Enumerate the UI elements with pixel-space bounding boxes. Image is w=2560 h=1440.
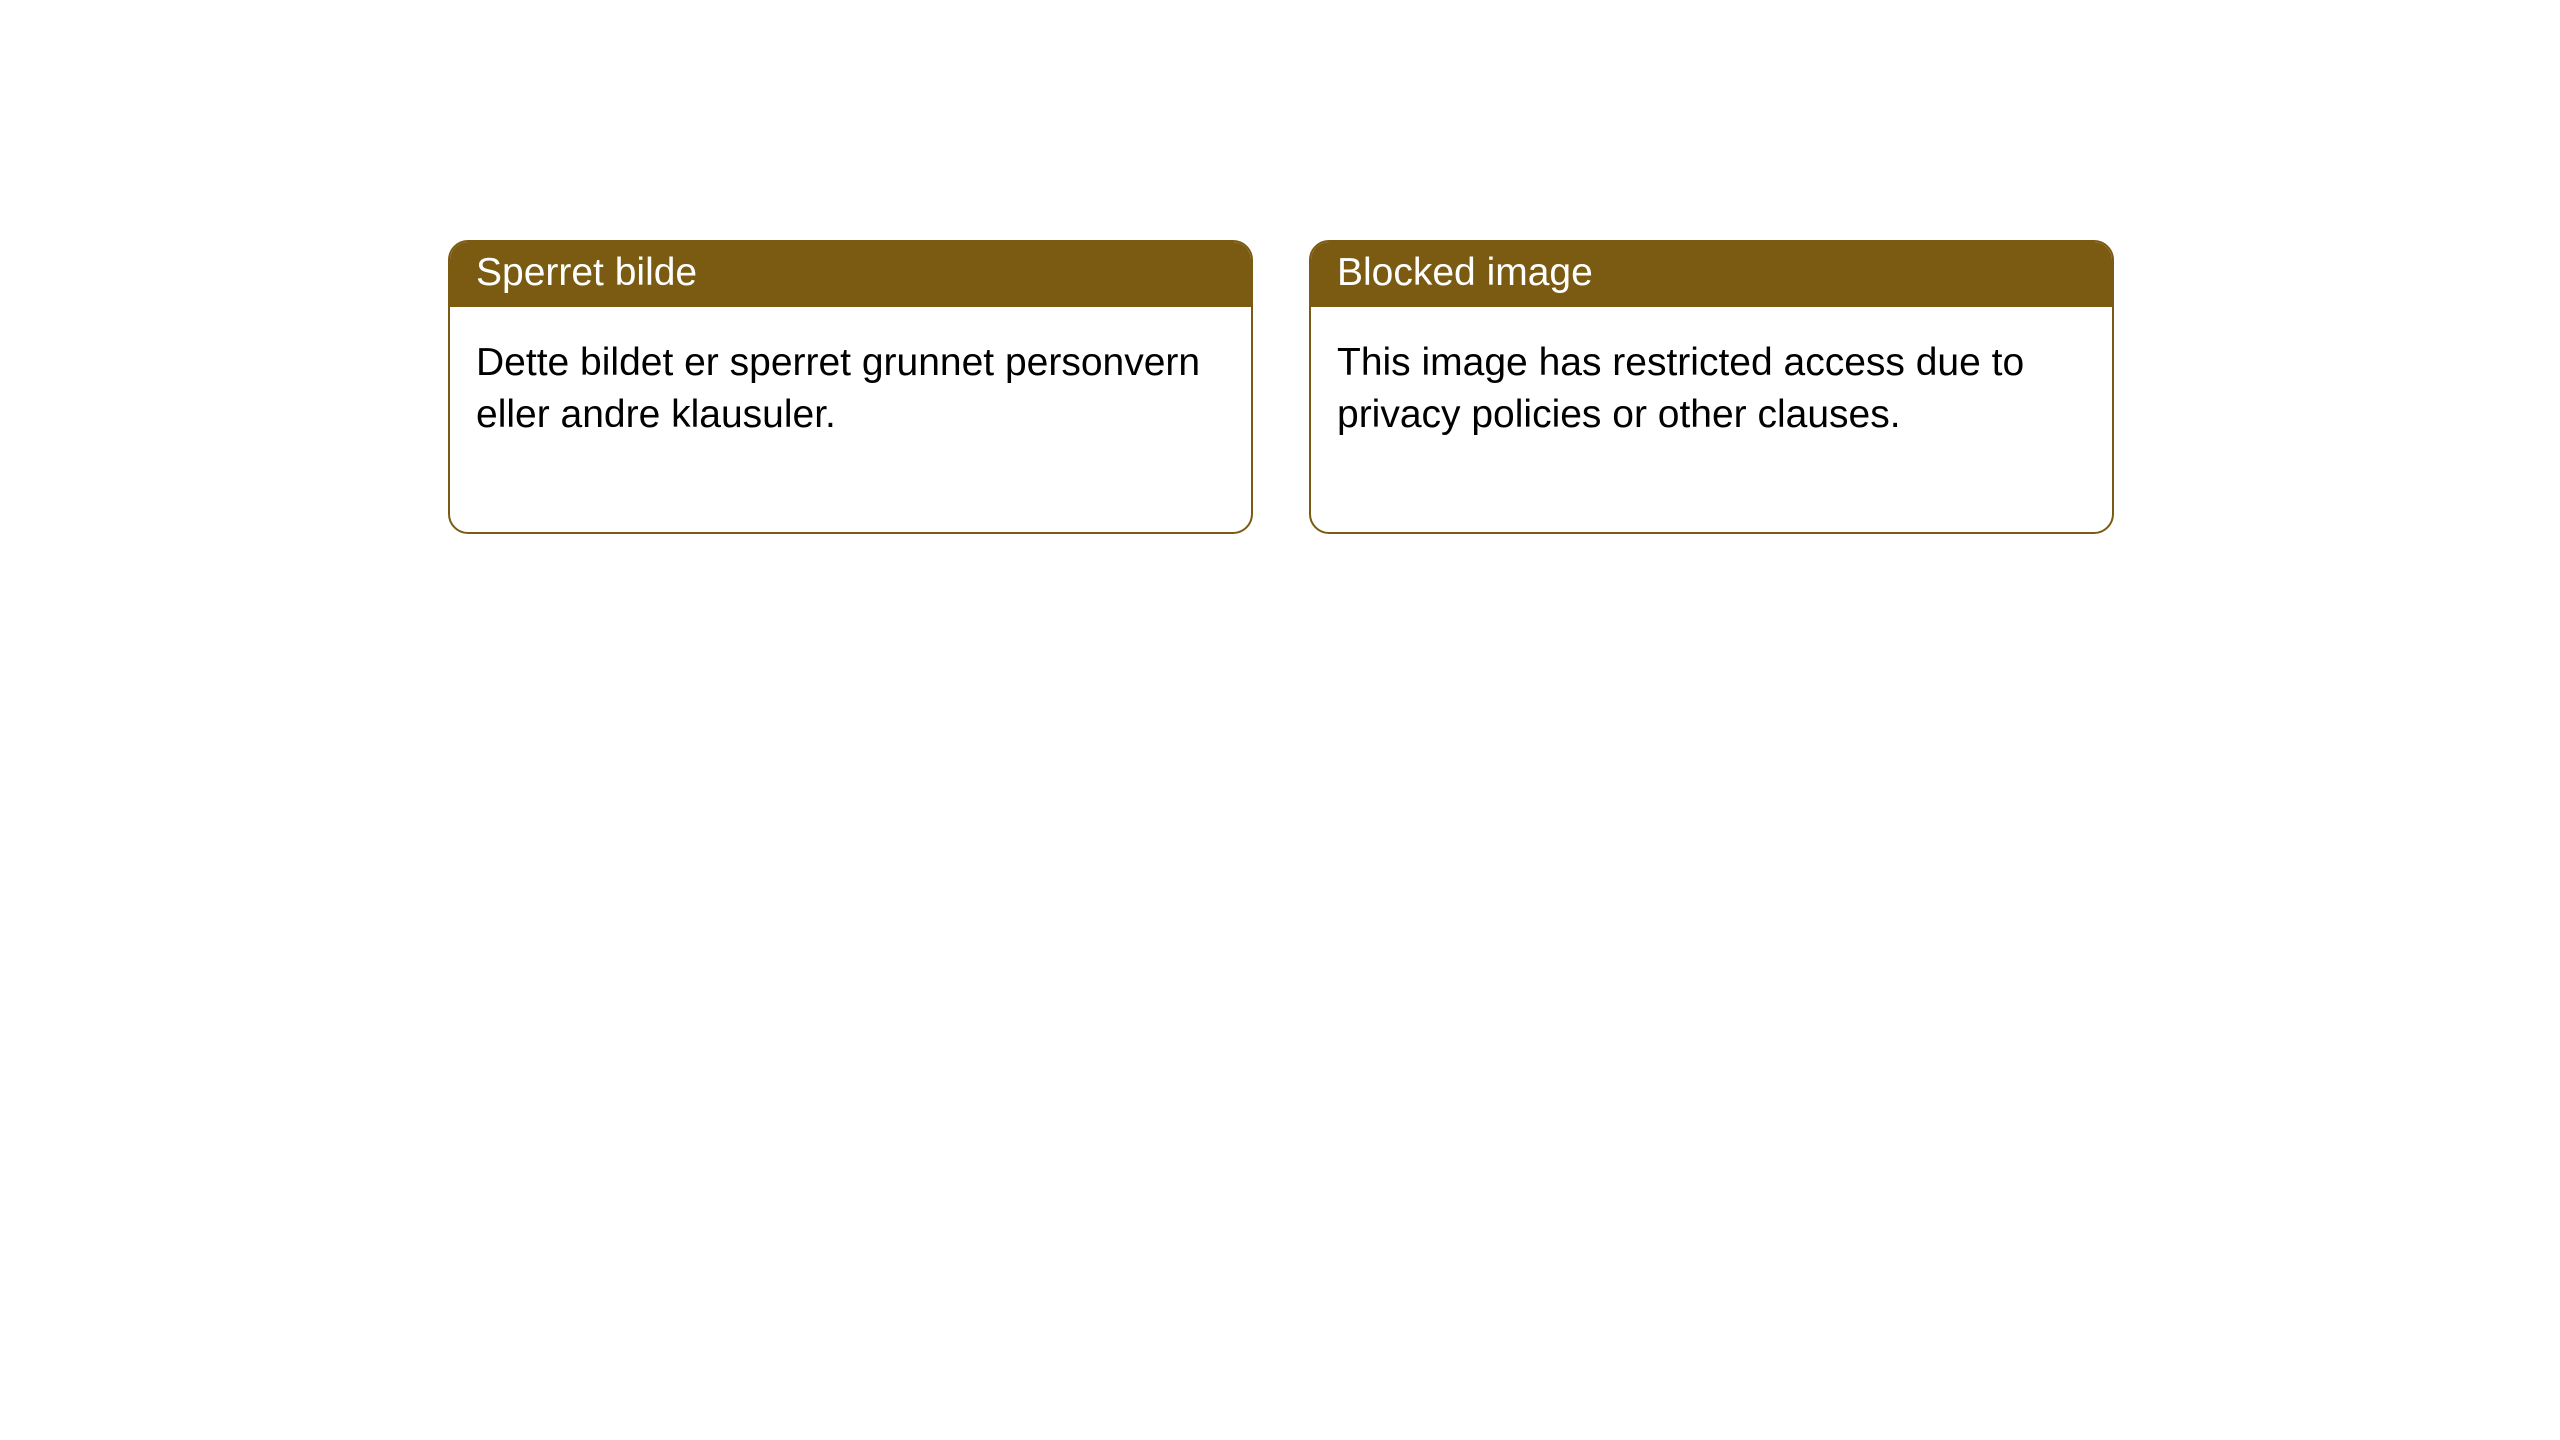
card-body: Dette bildet er sperret grunnet personve… xyxy=(450,307,1251,532)
card-body: This image has restricted access due to … xyxy=(1311,307,2112,532)
card-container: Sperret bilde Dette bildet er sperret gr… xyxy=(0,0,2560,534)
blocked-image-card-no: Sperret bilde Dette bildet er sperret gr… xyxy=(448,240,1253,534)
blocked-image-card-en: Blocked image This image has restricted … xyxy=(1309,240,2114,534)
card-title: Sperret bilde xyxy=(450,242,1251,307)
card-title: Blocked image xyxy=(1311,242,2112,307)
